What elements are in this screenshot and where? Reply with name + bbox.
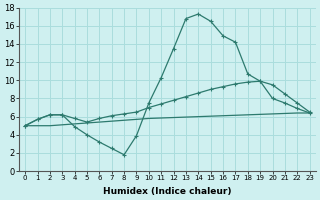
X-axis label: Humidex (Indice chaleur): Humidex (Indice chaleur): [103, 187, 232, 196]
